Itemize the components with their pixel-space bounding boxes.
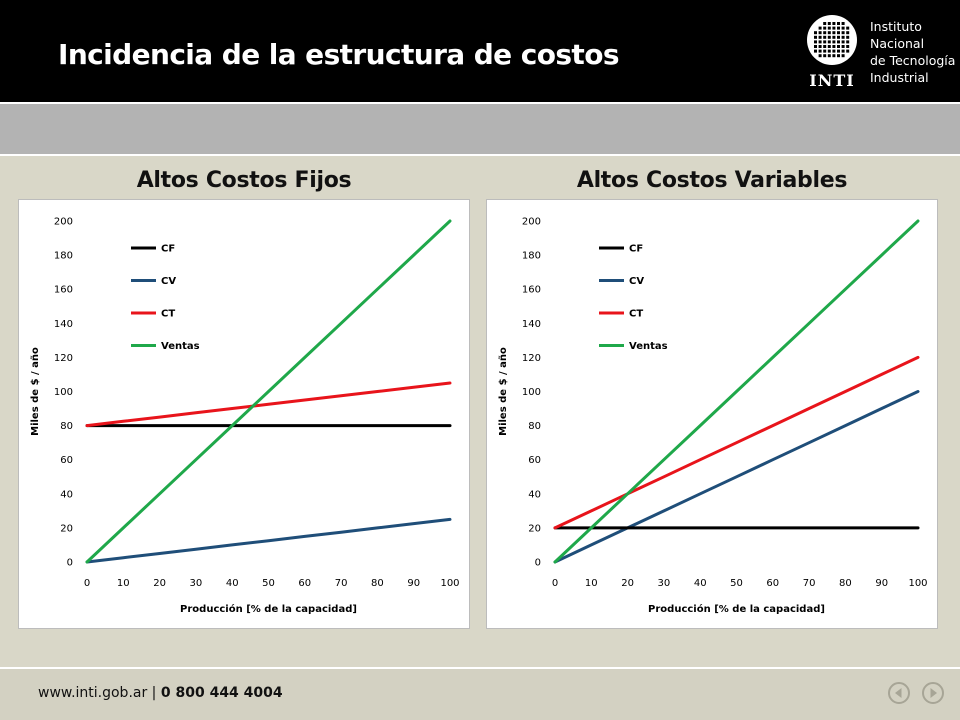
y-tick-label: 20 xyxy=(60,523,73,534)
x-tick-label: 10 xyxy=(585,578,598,589)
y-tick-label: 80 xyxy=(60,421,73,432)
logo-line: de Tecnología xyxy=(870,53,956,68)
series-line-cv xyxy=(553,390,920,564)
chart-variable-costs: 0 20 40 60 80 100 120 140 160 180 200 0 10 20 30 40 50 60… xyxy=(486,199,938,629)
slide-title: Incidencia de la estructura de costos xyxy=(58,38,620,71)
x-tick-label: 100 xyxy=(908,578,927,589)
x-tick-label: 50 xyxy=(730,578,743,589)
chart-fixed-costs-canvas: 0 20 40 60 80 100 120 140 160 180 200 0 10 20 30 40 50 60… xyxy=(30,217,460,616)
y-tick-label: 20 xyxy=(528,523,541,534)
y-tick-label: 140 xyxy=(522,319,541,330)
x-tick-label: 30 xyxy=(190,578,203,589)
footer-divider xyxy=(0,667,960,669)
x-tick-label: 20 xyxy=(621,578,634,589)
legend-label-ventas: Ventas xyxy=(629,341,668,352)
x-tick-label: 40 xyxy=(226,578,239,589)
x-tick-label: 0 xyxy=(552,578,558,589)
x-tick-label: 90 xyxy=(875,578,888,589)
legend-label-cf: CF xyxy=(629,244,643,255)
footer-contact: www.inti.gob.ar | 0 800 444 4004 xyxy=(38,685,283,701)
chart-fixed-costs: 0 20 40 60 80 100 120 140 160 180 200 0 10 20 30 40 50 60… xyxy=(18,199,470,629)
logo-acronym: INTI xyxy=(809,71,855,90)
x-axis-title: Producción [% de la capacidad] xyxy=(180,603,357,615)
logo-line: Industrial xyxy=(870,70,929,85)
y-tick-label: 0 xyxy=(535,558,541,569)
y-axis-title: Miles de $ / año xyxy=(498,347,509,436)
header-divider xyxy=(0,102,960,104)
x-tick-label: 90 xyxy=(407,578,420,589)
y-tick-label: 200 xyxy=(522,217,541,228)
y-tick-label: 180 xyxy=(522,251,541,262)
legend-label-ct: CT xyxy=(629,309,643,320)
y-tick-label: 160 xyxy=(54,285,73,296)
x-tick-label: 70 xyxy=(335,578,348,589)
y-axis-title: Miles de $ / año xyxy=(30,347,41,436)
x-axis-title: Producción [% de la capacidad] xyxy=(648,603,825,615)
y-tick-label: 40 xyxy=(60,489,73,500)
y-tick-label: 60 xyxy=(528,455,541,466)
series-line-ventas xyxy=(553,219,920,564)
logo-line: Nacional xyxy=(870,36,925,51)
x-tick-label: 50 xyxy=(262,578,275,589)
y-tick-label: 80 xyxy=(528,421,541,432)
x-tick-label: 60 xyxy=(298,578,311,589)
x-tick-label: 10 xyxy=(117,578,130,589)
y-tick-label: 100 xyxy=(54,387,73,398)
x-tick-label: 100 xyxy=(440,578,459,589)
series-line-ct xyxy=(85,381,452,428)
x-tick-label: 80 xyxy=(839,578,852,589)
inti-logo-icon xyxy=(807,15,857,65)
legend-label-cv: CV xyxy=(161,276,176,287)
series-line-ventas xyxy=(85,219,452,564)
x-tick-label: 0 xyxy=(84,578,90,589)
y-tick-label: 40 xyxy=(528,489,541,500)
logo-institution-name: Instituto Nacional de Tecnología Industr… xyxy=(870,18,955,86)
legend-label-ventas: Ventas xyxy=(161,341,200,352)
chart-title-variable-costs: Altos Costos Variables xyxy=(576,168,848,193)
slide-header: Incidencia de la estructura de costos IN… xyxy=(0,0,960,102)
y-tick-label: 0 xyxy=(67,558,73,569)
footer-phone: 0 800 444 4004 xyxy=(160,685,283,701)
arrow-right-circle-icon[interactable] xyxy=(922,682,944,704)
band-divider xyxy=(0,154,960,156)
footer-url-link[interactable]: www.inti.gob.ar xyxy=(38,685,148,701)
subheader-band xyxy=(0,104,960,154)
x-tick-label: 60 xyxy=(766,578,779,589)
y-tick-label: 120 xyxy=(522,353,541,364)
y-tick-label: 120 xyxy=(54,353,73,364)
logo-line: Instituto xyxy=(870,19,922,34)
series-line-cv xyxy=(85,517,452,564)
y-tick-label: 60 xyxy=(60,455,73,466)
y-tick-label: 200 xyxy=(54,217,73,228)
slide-footer: www.inti.gob.ar | 0 800 444 4004 xyxy=(0,669,960,720)
footer-separator: | xyxy=(147,685,161,701)
chart-title-fixed-costs: Altos Costos Fijos xyxy=(136,168,352,193)
x-tick-label: 80 xyxy=(371,578,384,589)
x-tick-label: 40 xyxy=(694,578,707,589)
legend-label-cv: CV xyxy=(629,276,644,287)
chart-variable-costs-canvas: 0 20 40 60 80 100 120 140 160 180 200 0 10 20 30 40 50 60… xyxy=(498,217,928,616)
arrow-left-circle-icon[interactable] xyxy=(888,682,910,704)
x-tick-label: 30 xyxy=(658,578,671,589)
legend-label-cf: CF xyxy=(161,244,175,255)
y-tick-label: 100 xyxy=(522,387,541,398)
x-tick-label: 20 xyxy=(153,578,166,589)
series-line-ct xyxy=(553,355,920,530)
y-tick-label: 160 xyxy=(522,285,541,296)
x-tick-label: 70 xyxy=(803,578,816,589)
legend-label-ct: CT xyxy=(161,309,175,320)
y-tick-label: 180 xyxy=(54,251,73,262)
y-tick-label: 140 xyxy=(54,319,73,330)
